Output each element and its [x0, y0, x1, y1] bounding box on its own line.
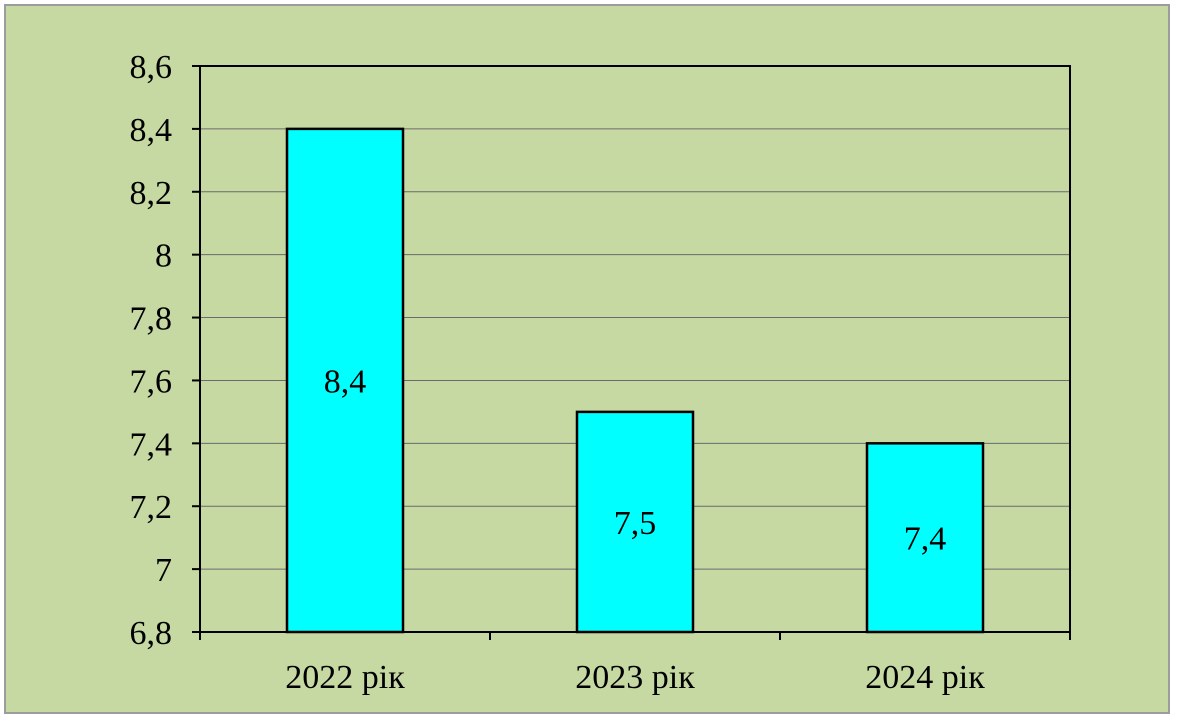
x-category-label: 2022 рік: [285, 659, 405, 696]
y-tick-label: 8,6: [130, 49, 173, 86]
axis-ticks: [192, 65, 1071, 640]
bar: [575, 410, 695, 634]
y-tick-label: 8: [155, 238, 172, 275]
bar: [865, 442, 985, 634]
y-tick-label: 8,2: [130, 175, 173, 212]
plot-area-border: [199, 65, 1071, 633]
y-tick-label: 7: [155, 552, 172, 589]
x-category-label: 2023 рік: [575, 659, 695, 696]
bar-data-label: 7,4: [904, 521, 947, 558]
y-tick-label: 7,4: [130, 426, 173, 463]
bars: [285, 127, 985, 634]
y-tick-label: 7,8: [130, 301, 173, 338]
x-category-label: 2024 рік: [865, 659, 985, 696]
y-tick-label: 8,4: [130, 112, 173, 149]
x-axis-category-labels: 2022 рік 2023 рік 2024 рік: [285, 659, 985, 696]
y-tick-label: 7,2: [130, 489, 173, 526]
y-axis-tick-labels: 6,8 7 7,2 7,4 7,6 7,8 8 8,2 8,4 8,6: [130, 49, 173, 652]
data-labels: 8,4 7,5 7,4: [324, 363, 947, 557]
bar-data-label: 7,5: [614, 505, 657, 542]
bar-data-label: 8,4: [324, 363, 367, 400]
y-tick-label: 6,8: [130, 615, 173, 652]
y-tick-label: 7,6: [130, 363, 173, 400]
bar: [285, 127, 405, 634]
